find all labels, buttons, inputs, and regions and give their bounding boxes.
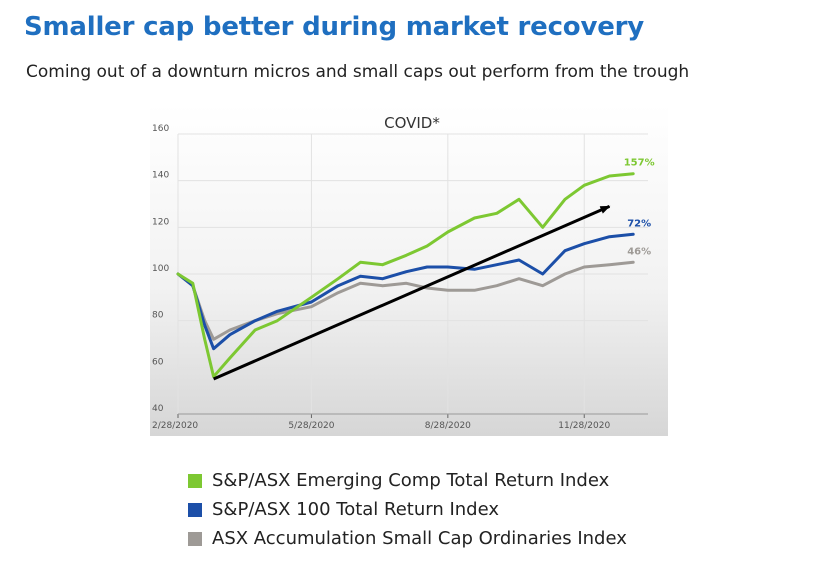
legend-label-emerging: S&P/ASX Emerging Comp Total Return Index [212, 470, 610, 491]
y-tick-label: 40 [152, 404, 164, 414]
y-tick-label: 60 [152, 357, 164, 367]
legend-item-emerging: S&P/ASX Emerging Comp Total Return Index [188, 466, 627, 495]
end-label-smallcap: 46% [627, 246, 651, 257]
page-subtitle: Coming out of a downturn micros and smal… [26, 62, 690, 82]
legend-swatch-asx100 [188, 502, 202, 517]
y-tick-label: 120 [152, 217, 169, 227]
x-tick-label: 2/28/2020 [152, 421, 198, 431]
chart-title: COVID* [384, 114, 440, 132]
chart-legend: S&P/ASX Emerging Comp Total Return Index… [188, 466, 627, 553]
x-tick-label: 5/28/2020 [288, 421, 334, 431]
series-line-smallcap [176, 260, 635, 341]
x-tick-label: 8/28/2020 [425, 421, 471, 431]
legend-label-asx100: S&P/ASX 100 Total Return Index [212, 499, 500, 520]
y-tick-label: 100 [152, 264, 169, 274]
legend-swatch-emerging [188, 473, 202, 488]
legend-swatch-smallcap [188, 531, 202, 546]
legend-label-smallcap: ASX Accumulation Small Cap Ordinaries In… [212, 528, 627, 549]
series-line-emerging [176, 172, 635, 379]
y-tick-label: 80 [152, 311, 164, 321]
y-tick-label: 140 [152, 171, 169, 181]
chart-container: 40 60 80 100 120 140 160 2/28/2020 5/28/2020 8/28… [150, 104, 668, 436]
legend-item-smallcap: ASX Accumulation Small Cap Ordinaries In… [188, 524, 627, 553]
y-tick-label: 160 [152, 124, 169, 134]
trend-arrow [212, 204, 611, 381]
line-chart: 40 60 80 100 120 140 160 2/28/2020 5/28/2020 8/28… [150, 104, 668, 436]
legend-item-asx100: S&P/ASX 100 Total Return Index [188, 495, 627, 524]
page-title: Smaller cap better during market recover… [24, 12, 645, 42]
series-line-asx100 [176, 232, 635, 351]
x-tick-label: 11/28/2020 [558, 421, 610, 431]
end-label-emerging: 157% [624, 158, 655, 169]
end-label-asx100: 72% [627, 218, 651, 229]
